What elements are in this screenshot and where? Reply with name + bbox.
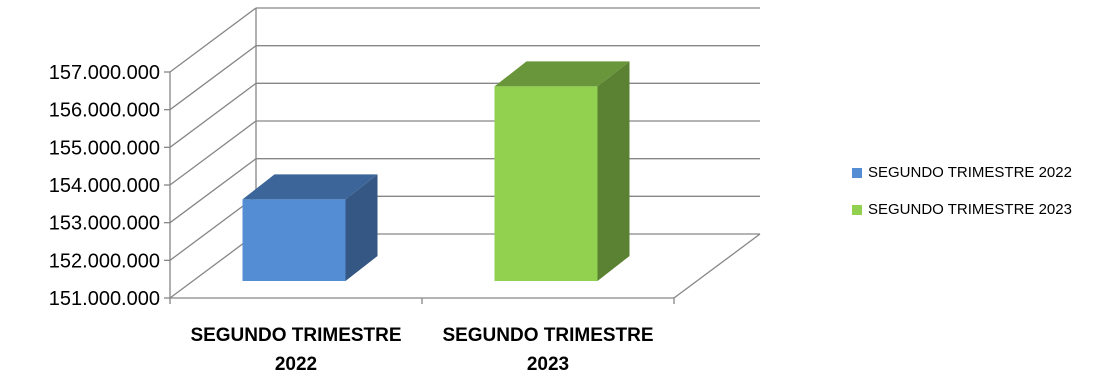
y-tick-label-3: 154.000.000 <box>49 175 160 197</box>
bar-1 <box>494 61 630 281</box>
gridline-side-0 <box>169 233 257 299</box>
category-label-0-line-1: 2022 <box>275 354 317 375</box>
category-label-1-line-0: SEGUNDO TRIMESTRE <box>442 325 653 346</box>
bar-1-top <box>494 61 630 87</box>
legend-label-2022: SEGUNDO TRIMESTRE 2022 <box>868 164 1072 181</box>
gridline-side-5 <box>169 45 257 111</box>
gridline-side-2 <box>169 158 257 224</box>
y-tick-label-4: 155.000.000 <box>49 137 160 159</box>
gridline-side-3 <box>169 120 257 186</box>
bar-0-top <box>242 174 378 200</box>
bar-1-side <box>597 61 630 281</box>
bar-0-front <box>242 199 346 281</box>
legend: SEGUNDO TRIMESTRE 2022 SEGUNDO TRIMESTRE… <box>852 154 1072 228</box>
legend-item-2023: SEGUNDO TRIMESTRE 2023 <box>852 191 1072 228</box>
category-label-1-line-1: 2023 <box>527 354 569 375</box>
y-tick-label-2: 153.000.000 <box>49 213 160 235</box>
bar-1-front <box>494 86 598 281</box>
legend-item-2022: SEGUNDO TRIMESTRE 2022 <box>852 154 1072 191</box>
gridline-side-4 <box>169 82 257 148</box>
y-tick-labels: 151.000.000 152.000.000 153.000.000 154.000… <box>49 62 160 310</box>
y-tick-label-5: 156.000.000 <box>49 100 160 122</box>
y-tick-label-6: 157.000.000 <box>49 62 160 84</box>
y-tick-label-0: 151.000.000 <box>49 288 160 310</box>
floor-right-edge <box>673 233 761 299</box>
bar-0-side <box>345 174 378 281</box>
axes <box>164 8 761 304</box>
gridline-side-6 <box>169 7 257 73</box>
bar-0 <box>242 174 378 281</box>
y-tick-label-1: 152.000.000 <box>49 250 160 272</box>
gridline-side-1 <box>169 195 257 261</box>
bars <box>242 61 630 281</box>
legend-swatch-2022 <box>852 167 862 178</box>
category-label-0-line-0: SEGUNDO TRIMESTRE <box>190 325 401 346</box>
legend-swatch-2023 <box>852 204 862 215</box>
category-labels: SEGUNDO TRIMESTRE 2022 SEGUNDO TRIMESTRE 20… <box>190 325 653 375</box>
legend-label-2023: SEGUNDO TRIMESTRE 2023 <box>868 201 1072 218</box>
